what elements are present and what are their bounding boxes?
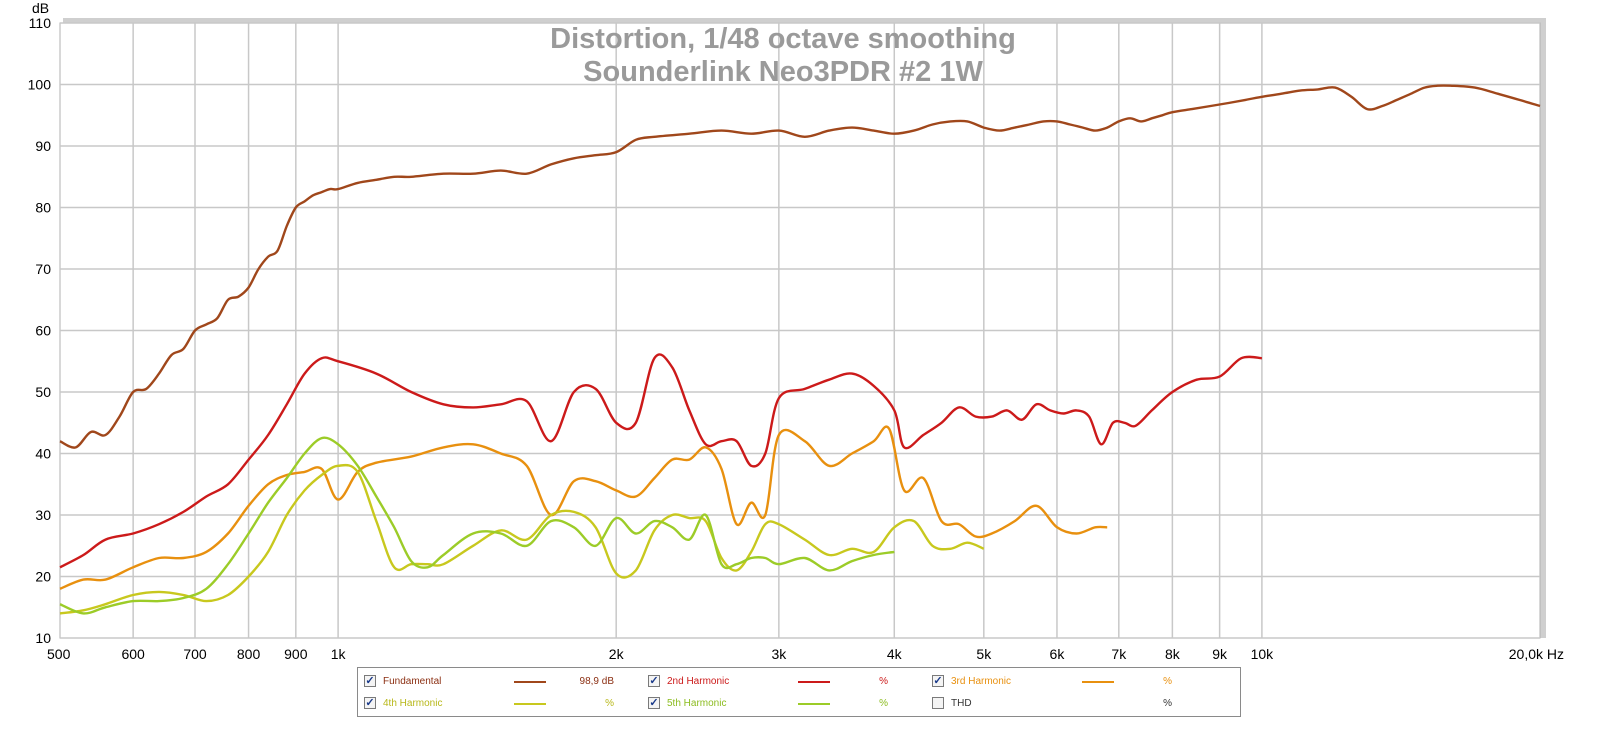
legend-value-3rd-harmonic: %: [1163, 676, 1172, 687]
legend-swatch-4th-harmonic: [514, 703, 546, 705]
series-lines: [59, 84, 1541, 615]
legend-swatch-fundamental: [514, 681, 546, 683]
legend-item-fundamental: ✓ Fundamental 98,9 dB: [364, 673, 644, 691]
2nd-harmonic-checkbox[interactable]: ✓: [648, 675, 660, 687]
x-tick-label: 900: [284, 646, 308, 662]
y-tick-label: 80: [35, 200, 51, 216]
series-line-4th-harmonic: [59, 463, 985, 615]
legend-swatch-2nd-harmonic: [798, 681, 830, 683]
legend-item-4th-harmonic: ✓ 4th Harmonic %: [364, 695, 644, 713]
legend-label-thd: THD: [951, 698, 972, 709]
legend-label-5th-harmonic: 5th Harmonic: [667, 698, 727, 709]
legend-label-2nd-harmonic: 2nd Harmonic: [667, 676, 730, 687]
y-axis-label: dB: [32, 0, 49, 16]
legend-value-2nd-harmonic: %: [879, 676, 888, 687]
4th-harmonic-checkbox[interactable]: ✓: [364, 697, 376, 709]
x-tick-label: 10k: [1251, 646, 1275, 662]
legend-label-4th-harmonic: 4th Harmonic: [383, 698, 443, 709]
legend-value-fundamental: 98,9 dB: [579, 676, 614, 687]
legend-label-3rd-harmonic: 3rd Harmonic: [951, 676, 1012, 687]
series-line-3rd-harmonic: [59, 425, 1108, 590]
series-line-2nd-harmonic: [59, 353, 1262, 569]
x-tick-label: 3k: [771, 646, 787, 662]
x-tick-label: 500: [47, 646, 71, 662]
legend-item-thd: THD %: [932, 695, 1232, 713]
3rd-harmonic-checkbox[interactable]: ✓: [932, 675, 944, 687]
y-tick-label: 90: [35, 138, 51, 154]
y-tick-labels: 10 20 30 40 50 60 70 80 90 100 110: [28, 15, 52, 646]
legend-value-thd: %: [1163, 698, 1172, 709]
y-tick-label: 50: [35, 384, 51, 400]
y-tick-label: 110: [29, 15, 52, 31]
x-tick-label: 9k: [1212, 646, 1228, 662]
x-tick-label: 6k: [1050, 646, 1066, 662]
distortion-chart: 10 20 30 40 50 60 70 80 90 100 110 500 600 700 800 900…: [28, 0, 1564, 662]
legend-label-fundamental: Fundamental: [383, 676, 442, 687]
grid: [60, 22, 1540, 639]
y-tick-label: 10: [35, 630, 51, 646]
x-tick-label: 5k: [976, 646, 992, 662]
x-tick-label: 2k: [609, 646, 625, 662]
legend-item-3rd-harmonic: ✓ 3rd Harmonic %: [932, 673, 1232, 691]
x-tick-label: 700: [183, 646, 207, 662]
legend-value-4th-harmonic: %: [605, 698, 614, 709]
x-tick-label: 8k: [1165, 646, 1181, 662]
x-tick-labels: 500 600 700 800 900 1k 2k 3k 4k 5k 6k 7k 8k 9k 10k 20,0…: [47, 646, 1564, 662]
series-line-fundamental: [59, 84, 1541, 449]
5th-harmonic-checkbox[interactable]: ✓: [648, 697, 660, 709]
y-tick-label: 100: [28, 77, 52, 93]
legend-value-5th-harmonic: %: [879, 698, 888, 709]
x-tick-label: 20,0k Hz: [1509, 646, 1564, 662]
y-tick-label: 40: [35, 446, 51, 462]
x-tick-label: 4k: [887, 646, 903, 662]
legend: ✓ Fundamental 98,9 dB ✓ 2nd Harmonic % ✓…: [357, 667, 1241, 717]
legend-item-5th-harmonic: ✓ 5th Harmonic %: [648, 695, 928, 713]
y-tick-label: 30: [35, 507, 51, 523]
legend-swatch-3rd-harmonic: [1082, 681, 1114, 683]
legend-swatch-5th-harmonic: [798, 703, 830, 705]
x-tick-label: 7k: [1111, 646, 1127, 662]
x-tick-label: 600: [121, 646, 145, 662]
y-tick-label: 20: [35, 569, 51, 585]
x-tick-label: 1k: [331, 646, 347, 662]
chart-subtitle: Sounderlink Neo3PDR #2 1W: [583, 56, 983, 88]
y-tick-label: 70: [35, 261, 51, 277]
legend-item-2nd-harmonic: ✓ 2nd Harmonic %: [648, 673, 928, 691]
chart-title: Distortion, 1/48 octave smoothing: [550, 23, 1016, 55]
fundamental-checkbox[interactable]: ✓: [364, 675, 376, 687]
y-tick-label: 60: [35, 323, 51, 339]
thd-checkbox[interactable]: [932, 697, 944, 709]
series-line-5th-harmonic: [59, 436, 895, 615]
x-tick-label: 800: [237, 646, 261, 662]
